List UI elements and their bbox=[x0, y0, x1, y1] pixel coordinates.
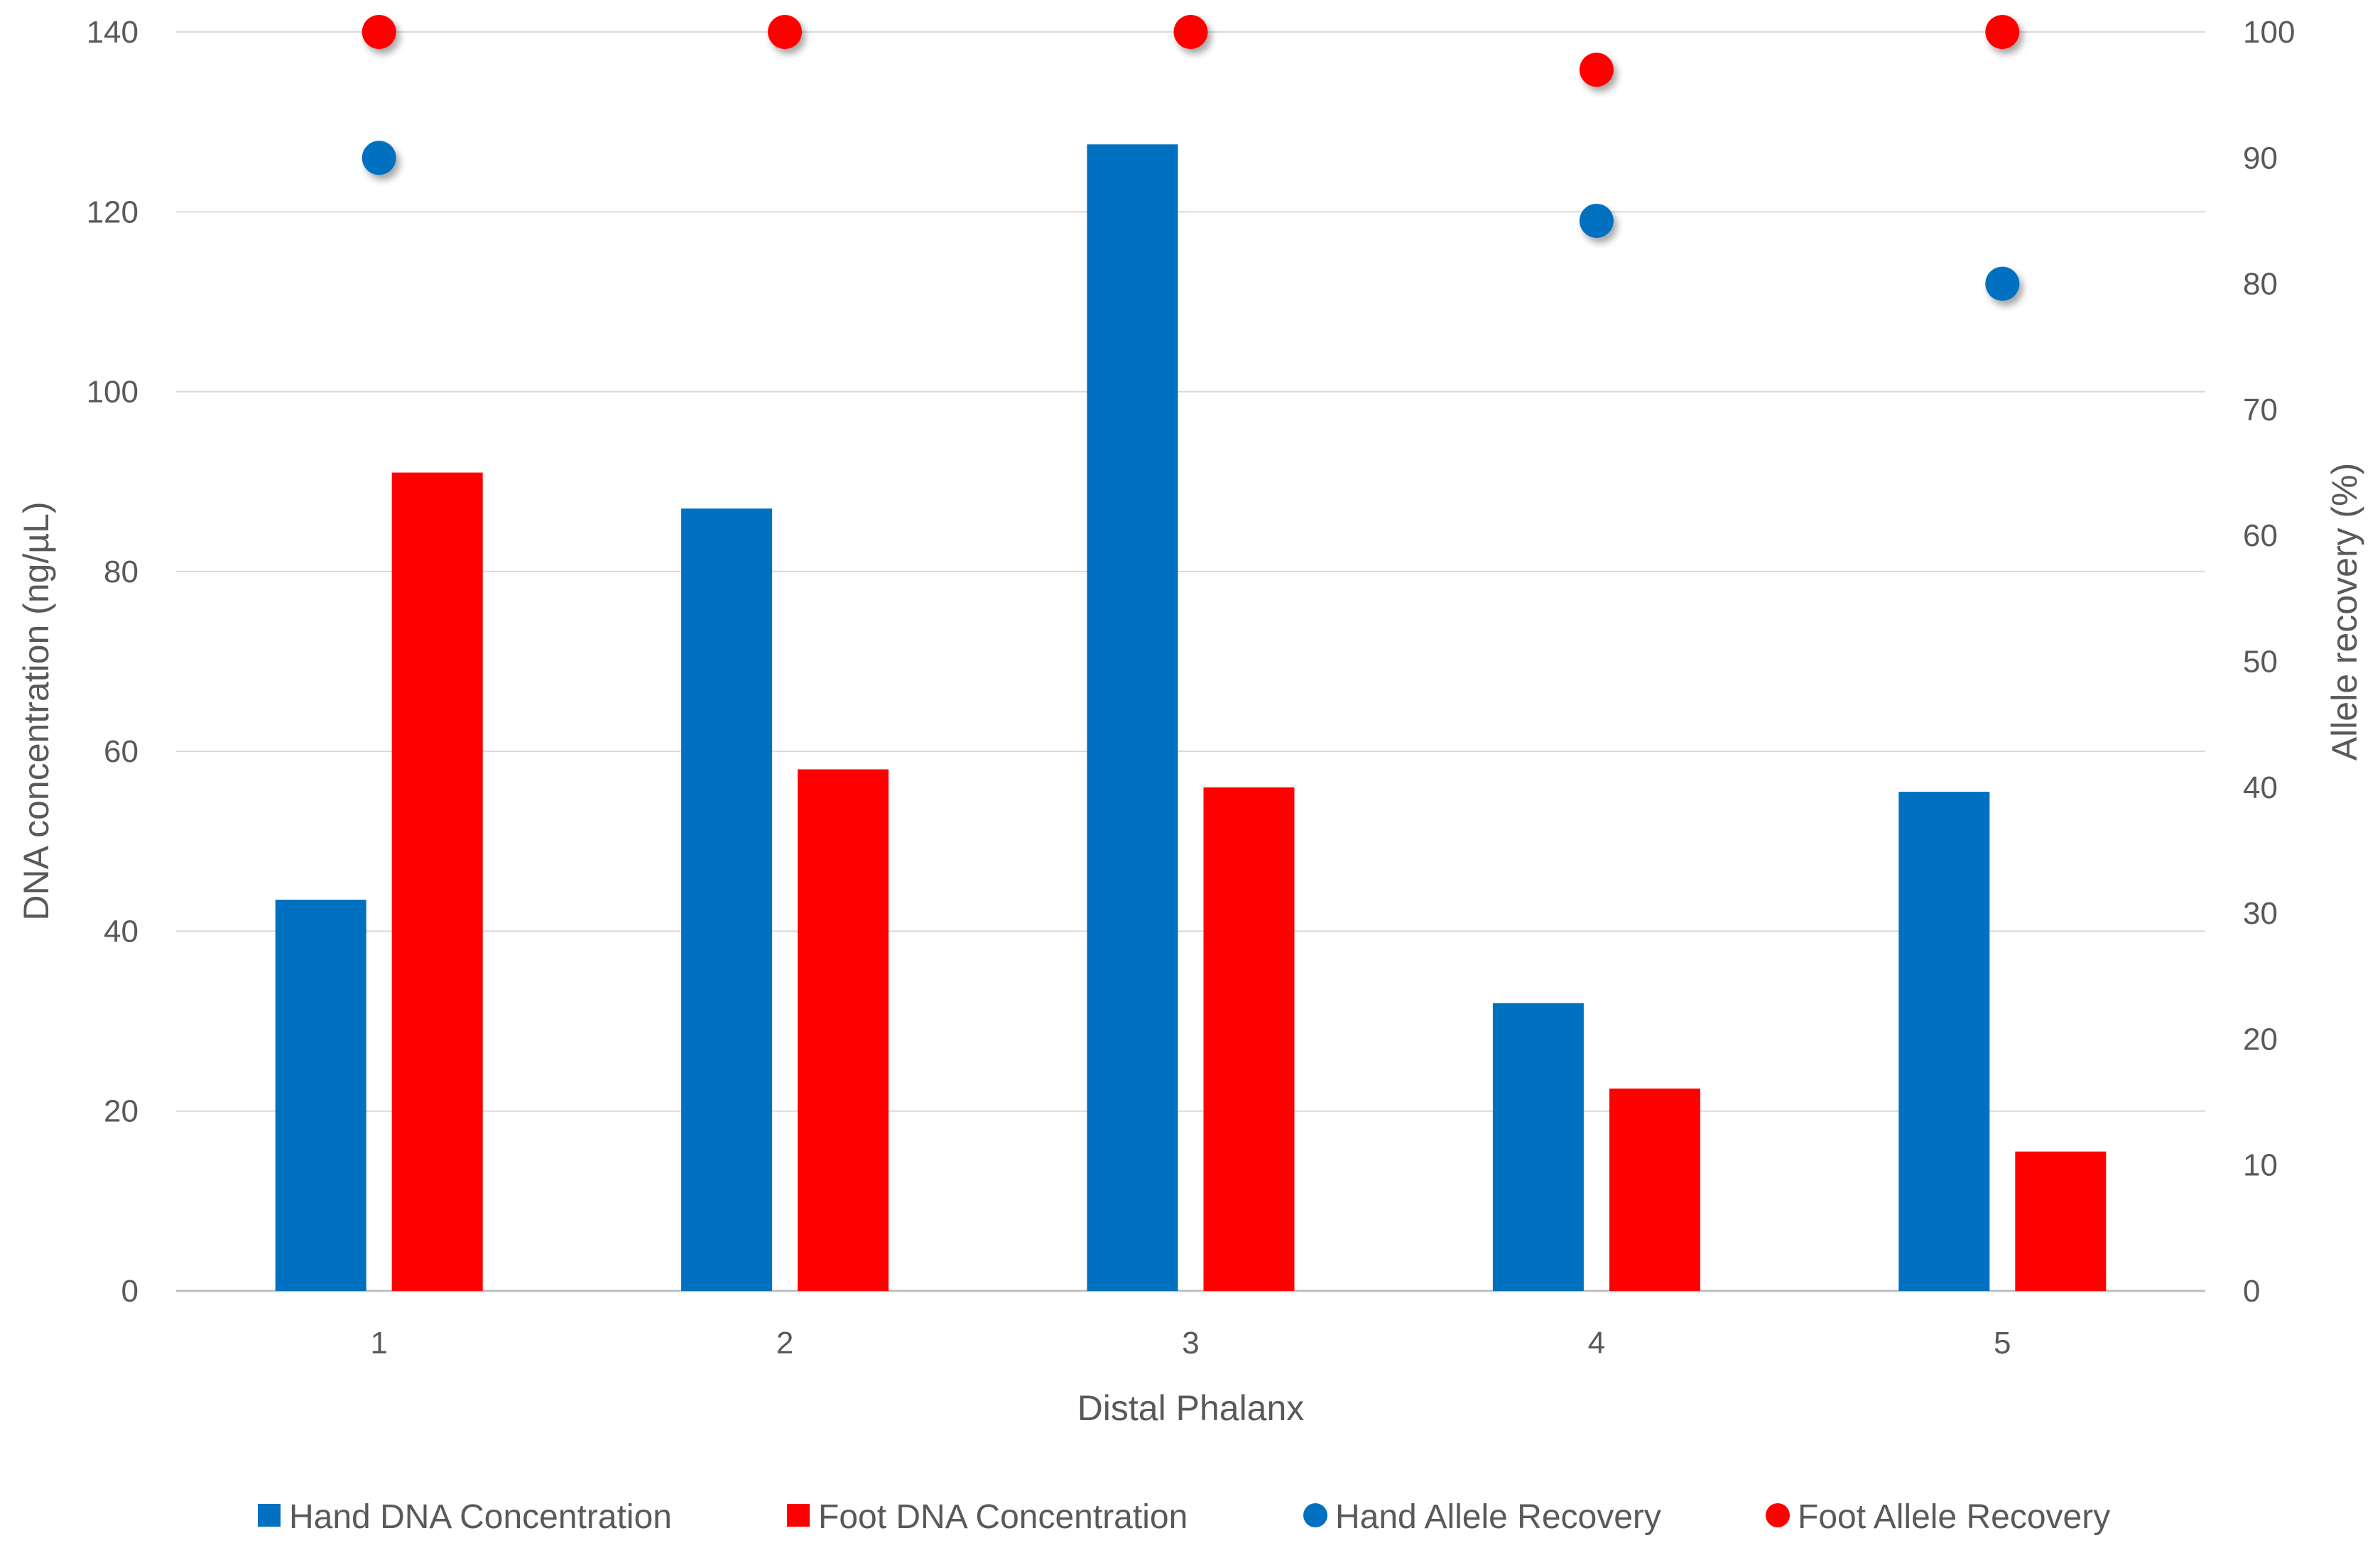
x-tick-label: 4 bbox=[1588, 1326, 1605, 1360]
y2-tick-label: 80 bbox=[2243, 267, 2278, 302]
legend-label: Hand DNA Concentration bbox=[289, 1498, 672, 1536]
bar-foot-dna-concentration bbox=[1203, 787, 1295, 1291]
bar-hand-dna-concentration bbox=[1087, 144, 1178, 1291]
legend-swatch bbox=[1766, 1503, 1790, 1527]
bar-hand-dna-concentration bbox=[1898, 792, 1990, 1291]
y-tick-label: 100 bbox=[87, 375, 138, 410]
y2-tick-label: 20 bbox=[2243, 1022, 2278, 1057]
y2-tick-label: 30 bbox=[2243, 896, 2278, 931]
x-tick-label: 2 bbox=[776, 1326, 793, 1360]
point-foot-allele-recovery bbox=[362, 15, 396, 49]
y2-tick-label: 90 bbox=[2243, 141, 2278, 175]
bar-foot-dna-concentration bbox=[2015, 1151, 2107, 1291]
y2-tick-label: 60 bbox=[2243, 518, 2278, 553]
y-tick-label: 80 bbox=[104, 555, 138, 589]
y2-tick-label: 0 bbox=[2243, 1274, 2260, 1309]
bar-hand-dna-concentration bbox=[681, 508, 773, 1291]
y-tick-label: 120 bbox=[87, 195, 138, 229]
legend-swatch bbox=[258, 1504, 281, 1527]
x-tick-label: 5 bbox=[1994, 1326, 2011, 1360]
bars bbox=[275, 144, 2107, 1291]
x-tick-label: 3 bbox=[1182, 1326, 1199, 1360]
axes: 0 20 40 60 80 100 120 140 0 10 20 30 40 50 60 70 80 90 100… bbox=[16, 15, 2364, 1428]
point-foot-allele-recovery bbox=[1985, 15, 2020, 49]
legend-label: Foot Allele Recovery bbox=[1798, 1498, 2110, 1536]
x-tick-label: 1 bbox=[370, 1326, 387, 1360]
point-foot-allele-recovery bbox=[1579, 53, 1614, 87]
bar-foot-dna-concentration bbox=[798, 769, 889, 1291]
y2-axis-title: Allele recovery (%) bbox=[2325, 463, 2364, 761]
legend-label: Foot DNA Concentration bbox=[818, 1498, 1188, 1536]
bar-foot-dna-concentration bbox=[391, 472, 483, 1291]
y-axis-title: DNA concentration (ng/µL) bbox=[16, 501, 56, 920]
y2-tick-label: 70 bbox=[2243, 393, 2278, 427]
y-tick-label: 20 bbox=[104, 1094, 138, 1129]
y2-tick-label: 50 bbox=[2243, 645, 2278, 680]
y-tick-label: 0 bbox=[121, 1274, 138, 1309]
gridlines bbox=[176, 31, 2205, 1292]
legend-label: Hand Allele Recovery bbox=[1335, 1498, 1661, 1536]
point-foot-allele-recovery bbox=[1173, 15, 1208, 49]
bar-hand-dna-concentration bbox=[1492, 1003, 1584, 1291]
y2-tick-label: 100 bbox=[2243, 15, 2295, 50]
bar-hand-dna-concentration bbox=[275, 900, 366, 1291]
bar-foot-dna-concentration bbox=[1609, 1089, 1700, 1291]
x-axis-title: Distal Phalanx bbox=[1077, 1388, 1305, 1428]
point-hand-allele-recovery bbox=[362, 141, 396, 175]
point-hand-allele-recovery bbox=[1579, 203, 1614, 238]
legend-swatch bbox=[787, 1504, 810, 1527]
y-tick-label: 140 bbox=[87, 15, 138, 50]
y-tick-label: 60 bbox=[104, 734, 138, 769]
point-foot-allele-recovery bbox=[768, 15, 803, 49]
y2-tick-label: 40 bbox=[2243, 770, 2278, 805]
legend: Hand DNA Concentration Foot DNA Concentra… bbox=[258, 1498, 2110, 1536]
y-tick-label: 40 bbox=[104, 914, 138, 949]
markers bbox=[362, 15, 2020, 301]
y2-tick-label: 10 bbox=[2243, 1148, 2278, 1183]
point-hand-allele-recovery bbox=[1985, 266, 2020, 301]
legend-swatch bbox=[1303, 1503, 1327, 1527]
